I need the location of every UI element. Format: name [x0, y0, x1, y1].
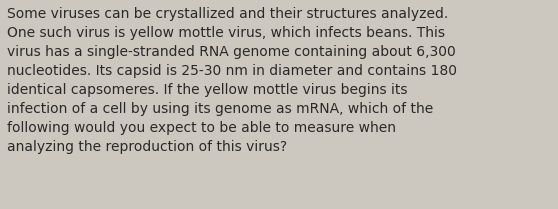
Text: Some viruses can be crystallized and their structures analyzed.
One such virus i: Some viruses can be crystallized and the…	[7, 7, 456, 154]
